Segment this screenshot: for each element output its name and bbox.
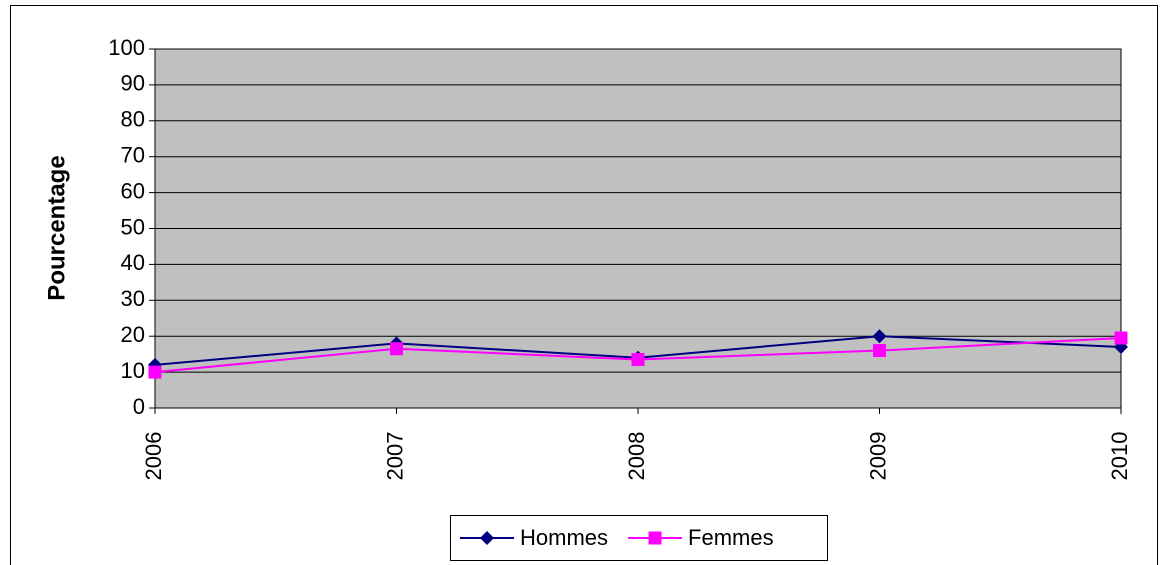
y-tick-label: 20 [121,322,145,347]
x-tick-label: 2006 [141,432,166,481]
point-marker [873,344,886,358]
point-marker [148,365,162,379]
legend-label: Femmes [688,525,774,550]
y-tick-label: 60 [121,178,145,203]
y-tick-label: 40 [121,250,145,275]
y-tick-label: 70 [121,143,145,168]
x-tick-label: 2010 [1107,432,1132,481]
x-tick-label: 2007 [382,432,407,481]
point-marker [872,329,887,344]
y-tick-label: 90 [121,71,145,96]
y-tick-label: 10 [121,358,145,383]
legend-marker [480,531,494,545]
point-marker [1114,331,1128,345]
y-tick-label: 0 [133,394,145,419]
point-marker [631,353,645,367]
y-tick-label: 50 [121,214,145,239]
legend-marker [648,531,662,545]
point-marker [390,342,403,356]
x-tick-label: 2009 [865,432,890,481]
x-tick-label: 2008 [624,432,649,481]
y-tick-label: 30 [121,286,145,311]
legend-label: Hommes [520,525,608,550]
legend: Hommes Femmes [450,515,828,561]
y-axis-title: Pourcentage [43,155,70,300]
y-tick-label: 80 [121,107,145,132]
y-tick-label: 100 [108,35,145,60]
